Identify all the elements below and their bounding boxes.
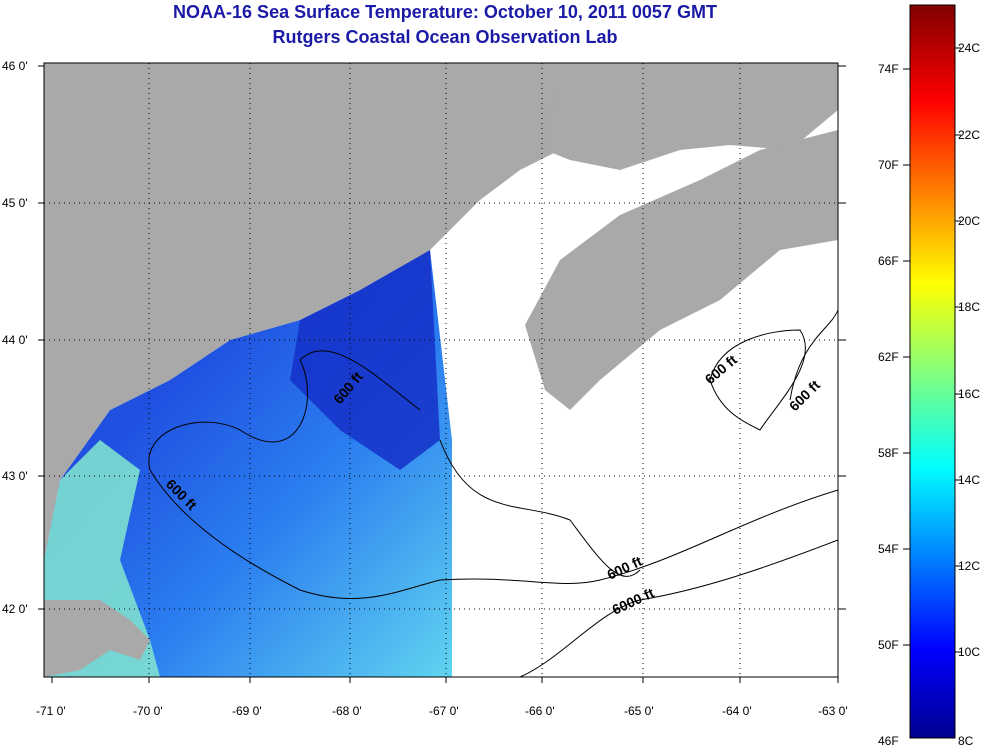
colorbar-f-label: 62F: [878, 350, 899, 364]
map-title: NOAA-16 Sea Surface Temperature: October…: [173, 2, 717, 22]
plot-frame: [43, 62, 839, 678]
colorbar-c-label: 10C: [958, 645, 980, 659]
colorbar-c-label: 12C: [958, 559, 980, 573]
colorbar-f-label: 74F: [878, 62, 899, 76]
colorbar-ticks: [903, 47, 961, 653]
lat-tick-label: 44 0': [2, 333, 28, 347]
land-new-england: [44, 63, 560, 560]
lat-tick-label: 45 0': [2, 196, 28, 210]
colorbar-f-label: 66F: [878, 254, 899, 268]
colorbar-f-label: 50F: [878, 638, 899, 652]
lon-tick-label: -69 0': [232, 704, 262, 718]
lon-tick-label: -67 0': [429, 704, 459, 718]
colorbar-f-label: 54F: [878, 542, 899, 556]
sst-cool-region: [290, 250, 440, 470]
land-cape-cod: [44, 600, 150, 677]
colorbar-c-label: 16C: [958, 387, 980, 401]
colorbar-f-label: 58F: [878, 446, 899, 460]
colorbar-f-label: 70F: [878, 158, 899, 172]
land-northeast: [545, 63, 838, 170]
lon-tick-label: -63 0': [818, 704, 848, 718]
colorbar-c-label: 24C: [958, 41, 980, 55]
colorbar-c-label: 8C: [958, 734, 974, 748]
land-nova-scotia: [525, 130, 838, 410]
lon-tick-label: -70 0': [133, 704, 163, 718]
colorbar-f-label: 46F: [878, 734, 899, 748]
lat-tick-label: 42 0': [2, 602, 28, 616]
map-subtitle: Rutgers Coastal Ocean Observation Lab: [272, 27, 618, 47]
lon-tick-label: -64 0': [722, 704, 752, 718]
lat-tick-label: 43 0': [2, 469, 28, 483]
colorbar-c-label: 22C: [958, 128, 980, 142]
axis-ticks: [38, 65, 846, 683]
lon-tick-label: -71 0': [36, 704, 66, 718]
colorbar: [909, 4, 956, 739]
colorbar-c-label: 18C: [958, 300, 980, 314]
colorbar-c-label: 14C: [958, 473, 980, 487]
lon-tick-label: -65 0': [624, 704, 654, 718]
lon-tick-label: -68 0': [332, 704, 362, 718]
colorbar-c-label: 20C: [958, 214, 980, 228]
lon-tick-label: -66 0': [525, 704, 555, 718]
bathymetry-contours: [148, 309, 838, 677]
lat-tick-label: 46 0': [2, 59, 28, 73]
